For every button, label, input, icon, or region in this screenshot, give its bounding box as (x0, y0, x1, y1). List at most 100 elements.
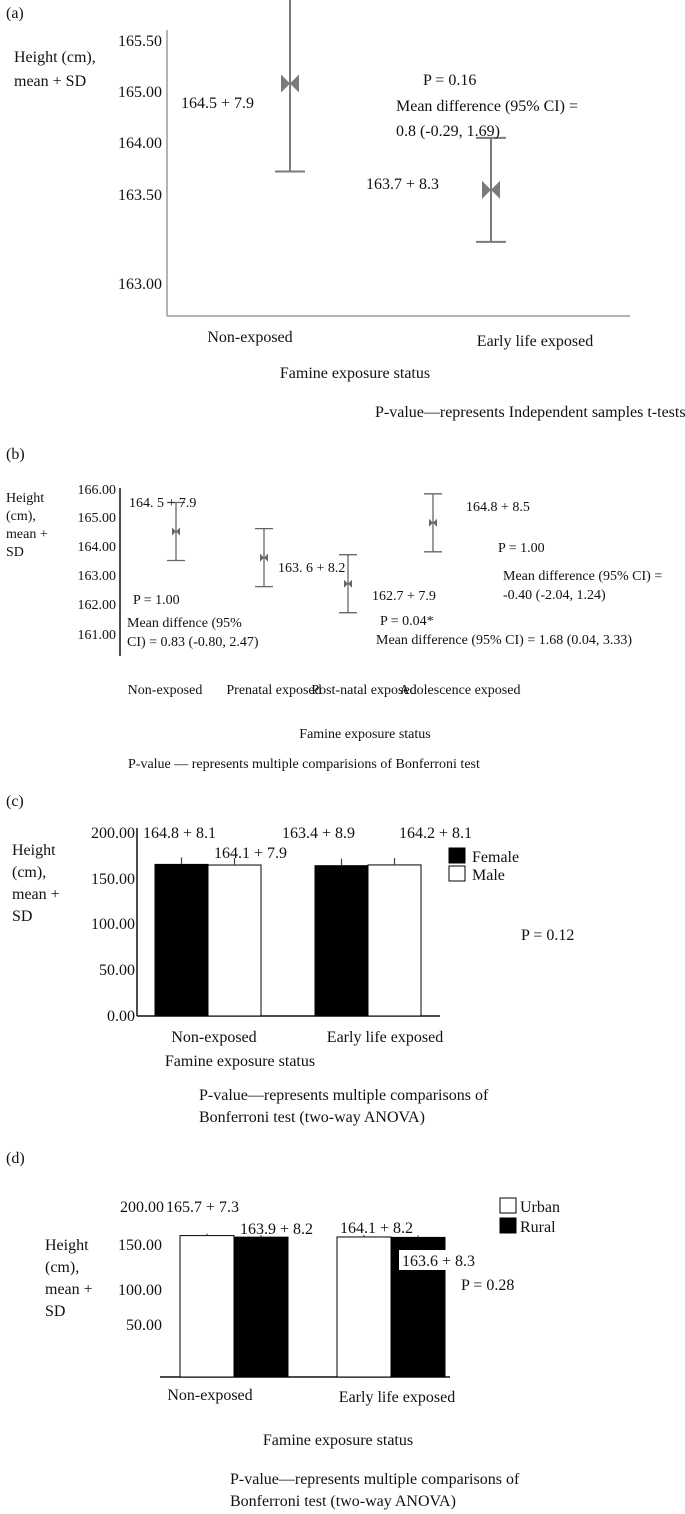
category-label: Early life exposed (339, 1389, 455, 1406)
bar (314, 865, 369, 1017)
tick-label: 100.00 (118, 1282, 162, 1299)
note-a: P-value—represents Independent samples t… (375, 404, 685, 421)
category-label: Non-exposed (167, 1387, 252, 1404)
stat-p-b-3: P = 1.00 (498, 541, 545, 556)
ylabel-b-line-4: SD (6, 545, 24, 560)
mean-marker (172, 527, 176, 536)
ylabel-b-line-2: (cm), (6, 509, 36, 524)
value-label: 164. 5 + 7.9 (129, 496, 196, 511)
stat-p-b-2: P = 0.04* (380, 614, 434, 629)
tick-label: 200.00 (120, 1199, 164, 1216)
bar (154, 863, 209, 1017)
mean-marker (344, 579, 348, 588)
stat-diff-a-1: Mean difference (95% CI) = (396, 98, 578, 115)
tick-label: 50.00 (126, 1317, 162, 1334)
mean-marker (290, 74, 299, 93)
category-label: Prenatal exposed (226, 683, 321, 698)
tick-label: 161.00 (78, 628, 117, 643)
value-label: 164.8 + 8.1 (143, 825, 216, 842)
legend-c: Female Male (448, 847, 519, 884)
ylabel-c-line-4: SD (12, 908, 32, 925)
mean-marker (482, 180, 491, 199)
stat-p-c: P = 0.12 (521, 927, 574, 944)
legend-swatch-rural (499, 1217, 517, 1234)
value-label: 162.7 + 7.9 (372, 589, 436, 604)
category-label: Post-natal exposed (311, 683, 416, 698)
ylabel-a-line-2: mean + SD (14, 73, 86, 90)
legend-swatch-male (448, 865, 466, 882)
xlabel-c: Famine exposure status (165, 1053, 315, 1070)
value-label: 163.9 + 8.2 (240, 1221, 313, 1238)
category-label: Early life exposed (477, 333, 593, 350)
legend-label: Female (472, 849, 519, 866)
tick-label: 165.00 (78, 511, 117, 526)
panel-a: (a) Height (cm), mean + SD 165.50 165.00… (6, 0, 685, 421)
value-label: 165.7 + 7.3 (166, 1199, 239, 1216)
tick-label: 163.00 (118, 276, 162, 293)
xlabel-b: Famine exposure status (299, 727, 430, 742)
mean-marker (260, 553, 264, 562)
chart-marks-d (179, 1233, 446, 1378)
mean-marker (491, 180, 500, 199)
ylabel-d-line-4: SD (45, 1303, 65, 1320)
panel-d: (d) Height (cm), mean + SD 200.00 150.00… (6, 1150, 560, 1510)
legend-d: Urban Rural (499, 1197, 560, 1236)
tick-label: 164.00 (78, 540, 117, 555)
value-label: 164.5 + 7.9 (181, 95, 254, 112)
value-label-box (399, 1250, 461, 1270)
legend-swatch-female (448, 847, 466, 864)
value-label: 164.2 + 8.1 (399, 825, 472, 842)
note-c-2: Bonferroni test (two-way ANOVA) (199, 1109, 425, 1126)
tick-label: 163.50 (118, 187, 162, 204)
bar (207, 864, 262, 1017)
stat-diff-b-1b: CI) = 0.83 (-0.80, 2.47) (127, 635, 259, 650)
stat-p-d: P = 0.28 (461, 1277, 514, 1294)
panel-label-d: (d) (6, 1150, 25, 1167)
tick-label: 165.50 (118, 33, 162, 50)
mean-marker (264, 553, 268, 562)
tick-label: 163.00 (78, 569, 117, 584)
tick-label: 150.00 (91, 871, 135, 888)
ylabel-c-line-1: Height (12, 842, 56, 859)
stat-diff-b-2: Mean difference (95% CI) = 1.68 (0.04, 3… (376, 633, 632, 648)
tick-label: 50.00 (99, 962, 135, 979)
value-label: 163.4 + 8.9 (282, 825, 355, 842)
bar (336, 1236, 392, 1378)
mean-marker (176, 527, 180, 536)
tick-label: 162.00 (78, 598, 117, 613)
xlabel-a: Famine exposure status (280, 365, 430, 382)
value-label: 164.1 + 8.2 (340, 1220, 413, 1237)
xlabel-d: Famine exposure status (263, 1432, 413, 1449)
bar (233, 1236, 289, 1378)
stat-diff-b-3b: -0.40 (-2.04, 1.24) (503, 588, 606, 603)
category-label: Non-exposed (171, 1029, 256, 1046)
ylabel-c-line-2: (cm), (12, 864, 46, 881)
mean-marker (433, 518, 437, 527)
chart-marks-a (275, 0, 506, 243)
bar (179, 1235, 235, 1378)
stat-diff-a-2: 0.8 (-0.29, 1.69) (396, 123, 500, 140)
category-label: Early life exposed (327, 1029, 443, 1046)
tick-label: 150.00 (118, 1237, 162, 1254)
ylabel-d-line-2: (cm), (45, 1259, 79, 1276)
ylabel-b-line-3: mean + (6, 527, 48, 542)
ylabel-c-line-3: mean + (12, 886, 60, 903)
tick-label: 165.00 (118, 84, 162, 101)
ylabel-b-line-1: Height (6, 491, 44, 506)
value-label: 164.1 + 7.9 (214, 845, 287, 862)
category-label: Adolescence exposed (400, 683, 521, 698)
category-label: Non-exposed (128, 683, 203, 698)
stat-p-a: P = 0.16 (423, 72, 476, 89)
ylabel-d-line-1: Height (45, 1237, 89, 1254)
mean-marker (281, 74, 290, 93)
chart-marks-b (167, 493, 442, 614)
note-b: P-value — represents multiple comparisio… (128, 757, 480, 772)
panel-label-b: (b) (6, 446, 25, 463)
stat-diff-b-3a: Mean difference (95% CI) = (503, 569, 662, 584)
chart-marks-c (154, 857, 422, 1017)
ylabel-d-line-3: mean + (45, 1281, 93, 1298)
note-d-2: Bonferroni test (two-way ANOVA) (230, 1493, 456, 1510)
mean-marker (429, 518, 433, 527)
stat-diff-b-1a: Mean diffence (95% (127, 616, 242, 631)
